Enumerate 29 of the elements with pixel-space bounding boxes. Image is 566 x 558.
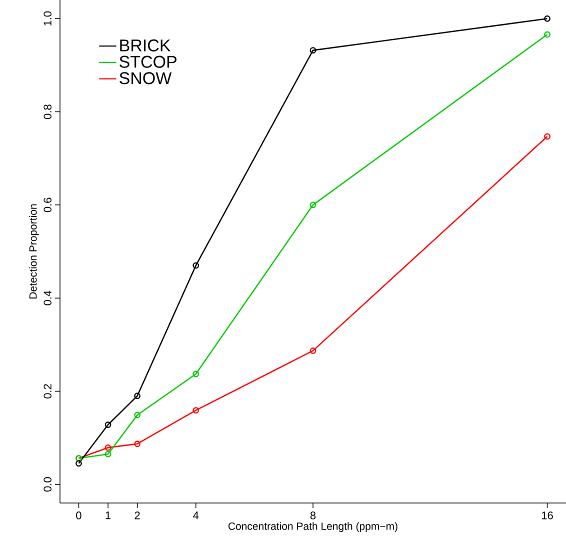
- point: [192, 407, 200, 414]
- y-tick-label: 0.6: [44, 198, 52, 212]
- legend-label: SNOW: [120, 72, 172, 84]
- x-tick-label: 16: [542, 512, 553, 520]
- point: [104, 450, 112, 458]
- point: [104, 444, 112, 451]
- x-tick-label: 4: [193, 512, 199, 520]
- y-axis-title: Detection Proportion: [29, 204, 39, 298]
- x-tick-label: 8: [310, 512, 316, 520]
- point: [134, 392, 141, 400]
- point: [192, 370, 200, 378]
- x-tick-label: 2: [134, 512, 140, 520]
- point: [310, 47, 316, 54]
- point: [310, 348, 316, 354]
- legend-label: BRICK: [120, 39, 171, 52]
- y-tick-label: 0.8: [44, 104, 52, 119]
- point: [310, 202, 316, 208]
- y-tick-label: 0.0: [44, 477, 52, 492]
- point: [104, 422, 112, 428]
- point: [192, 262, 200, 269]
- legend-label: STCOP: [120, 56, 176, 68]
- y-tick-label: 1.0: [44, 11, 52, 26]
- point: [134, 412, 141, 418]
- y-tick-label: 0.4: [44, 290, 52, 306]
- x-tick-label: 1: [106, 512, 111, 520]
- y-tick-label: 0.2: [44, 384, 52, 398]
- x-tick-label: 0: [76, 512, 82, 520]
- x-axis-title: Concentration Path Length (ppm−m): [228, 522, 398, 532]
- point: [134, 440, 141, 448]
